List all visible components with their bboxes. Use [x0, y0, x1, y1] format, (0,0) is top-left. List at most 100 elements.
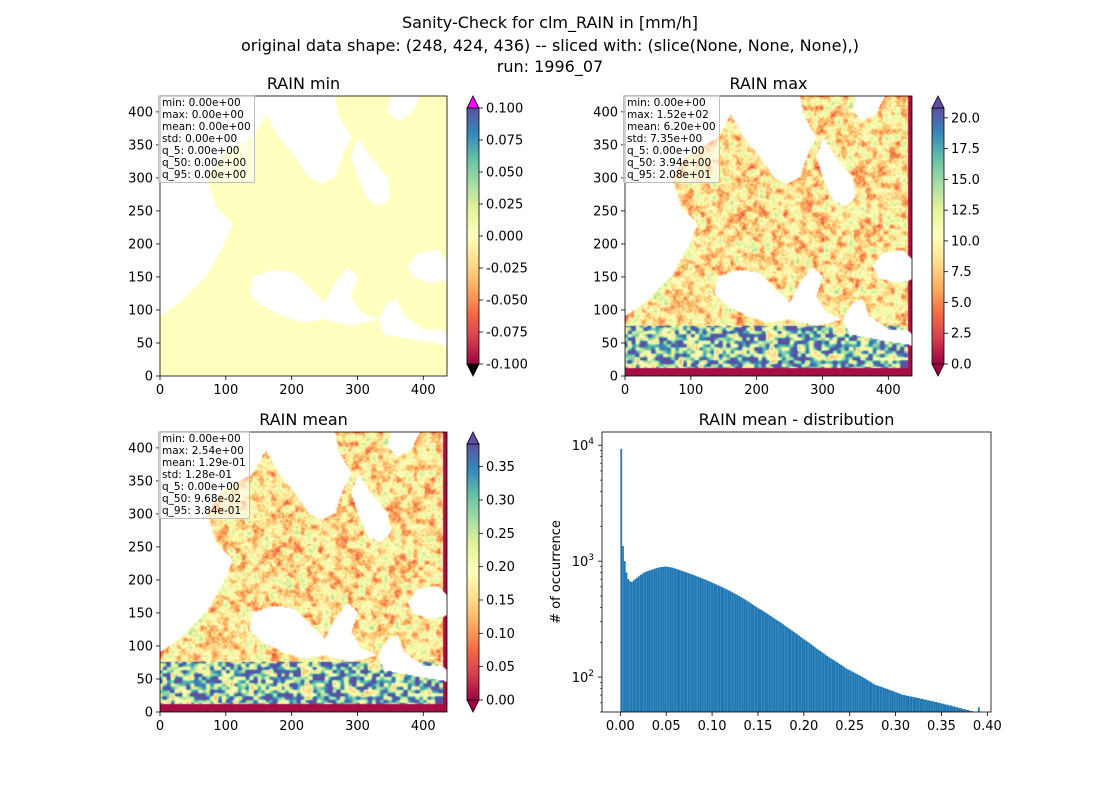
panel-rain-max-colorbar-tick-label: 5.0 [951, 296, 972, 311]
histogram-bar [909, 696, 911, 712]
histogram-bar [835, 661, 838, 712]
figure-title-line-1: Sanity-Check for clm_RAIN in [mm/h] [401, 13, 699, 32]
histogram-bar [657, 567, 660, 712]
histogram-bar [861, 677, 864, 712]
histogram-bar [837, 662, 839, 712]
histogram-bar [736, 595, 739, 712]
panel-rain-mean-colorbar-tick-label: 0.25 [486, 527, 515, 542]
histogram-bar [951, 706, 954, 712]
stats-box-rain-max: min: 0.00e+00 max: 1.52e+02 mean: 6.20e+… [623, 95, 720, 183]
panel-rain-min-colorbar-tick-label: 0.100 [486, 102, 523, 117]
histogram-bar [939, 702, 941, 712]
histogram-bar [923, 699, 926, 712]
histogram-bar [637, 576, 640, 712]
histogram-bar [759, 609, 762, 712]
histogram-bar [697, 577, 700, 712]
panel-rain-mean-colorbar-tick-label: 0.20 [486, 560, 515, 575]
panel-rain-mean-distribution-title: RAIN mean - distribution [699, 410, 895, 429]
histogram-bar [870, 682, 873, 712]
panel-rain-max-ytick-label: 200 [593, 237, 618, 252]
histogram-bar [970, 711, 973, 712]
panel-rain-min-xtick-label: 0 [156, 383, 164, 398]
histogram-bar [859, 676, 862, 712]
histogram-bar [882, 687, 885, 712]
histogram-bar [907, 695, 910, 712]
histogram-bar [673, 568, 675, 712]
histogram-bar [875, 685, 878, 712]
panel-rain-mean-ytick-label: 100 [128, 639, 153, 654]
histogram-bar [877, 685, 880, 712]
panel-rain-min-colorbar-extend-bottom [466, 363, 480, 377]
histogram-bar [798, 635, 801, 712]
histogram-bar [886, 688, 889, 712]
histogram-bar [738, 596, 741, 712]
panel-rain-min-ytick-label: 200 [128, 237, 153, 252]
histogram-bar [889, 690, 892, 712]
panel-rain-max-ytick-label: 350 [593, 138, 618, 153]
histogram-bar [826, 656, 829, 712]
histogram-bar [946, 704, 948, 712]
histogram-bar [891, 690, 894, 712]
histogram-bar [729, 591, 732, 712]
histogram-bar [694, 575, 697, 712]
panel-rain-mean-colorbar-extend-bottom [466, 699, 480, 713]
histogram-bar [625, 572, 628, 712]
histogram-bar [969, 711, 971, 712]
panel-rain-max-ytick-label: 50 [601, 336, 618, 351]
histogram-bar [706, 580, 709, 712]
histogram-bar [800, 636, 802, 712]
panel-rain-min-title: RAIN min [267, 74, 340, 93]
histogram-bar [703, 579, 705, 712]
histogram-bar [645, 571, 647, 712]
histogram-bar [778, 621, 781, 712]
histogram-bar [664, 566, 667, 712]
panel-rain-max-ytick-label: 400 [593, 105, 618, 120]
histogram-bar [676, 569, 679, 712]
histogram-bar [888, 689, 890, 712]
histogram-bar [942, 703, 945, 712]
histogram-bar [715, 584, 718, 712]
histogram-bar [733, 593, 735, 712]
histogram-bar [692, 574, 695, 712]
panel-rain-mean-xtick-label: 300 [345, 719, 370, 734]
panel-rain-max-frame [624, 95, 913, 377]
panel-rain-mean-colorbar [466, 443, 480, 701]
histogram-bar [914, 697, 917, 712]
panel-rain-mean-distribution-xtick-label: 0.35 [927, 719, 956, 734]
panel-rain-mean-xtick-label: 400 [411, 719, 436, 734]
histogram-bar [905, 695, 908, 712]
panel-rain-max-colorbar-tick-label: 0.0 [951, 358, 972, 373]
panel-rain-min-ytick-label: 400 [128, 105, 153, 120]
histogram-bar [620, 448, 623, 712]
histogram-bar [933, 701, 936, 712]
histogram-bar [960, 708, 963, 712]
histogram-bar [879, 686, 882, 712]
panel-rain-min-colorbar-tick-label: 0.075 [486, 134, 523, 149]
histogram-bar [789, 629, 792, 712]
panel-rain-min-colorbar-tick-label: -0.075 [486, 326, 528, 341]
histogram-bar [650, 569, 653, 712]
panel-rain-mean-frame [159, 431, 448, 713]
histogram-bar [636, 577, 638, 712]
histogram-bar [710, 582, 712, 712]
histogram-bar [704, 579, 707, 712]
histogram-bar [771, 617, 774, 712]
panel-rain-mean-ytick-label: 400 [128, 441, 153, 456]
histogram-bar [646, 571, 649, 712]
panel-rain-max-xtick-label: 100 [678, 383, 703, 398]
histogram-bar [643, 572, 646, 712]
panel-rain-max-ytick-label: 150 [593, 270, 618, 285]
histogram-bar [711, 582, 714, 712]
histogram-bar [622, 546, 624, 712]
histogram-bar [962, 709, 964, 712]
histogram-bar [930, 701, 933, 712]
histogram-bar [629, 581, 631, 712]
histogram-bar [814, 647, 816, 712]
histogram-bar [745, 600, 748, 712]
histogram-bar [874, 684, 876, 712]
histogram-bar [761, 610, 764, 712]
stats-box-rain-min: min: 0.00e+00 max: 0.00e+00 mean: 0.00e+… [158, 95, 255, 183]
histogram-bar [965, 710, 968, 712]
histogram-bar [903, 695, 906, 712]
panel-rain-min-colorbar-tick-label: 0.000 [486, 230, 523, 245]
